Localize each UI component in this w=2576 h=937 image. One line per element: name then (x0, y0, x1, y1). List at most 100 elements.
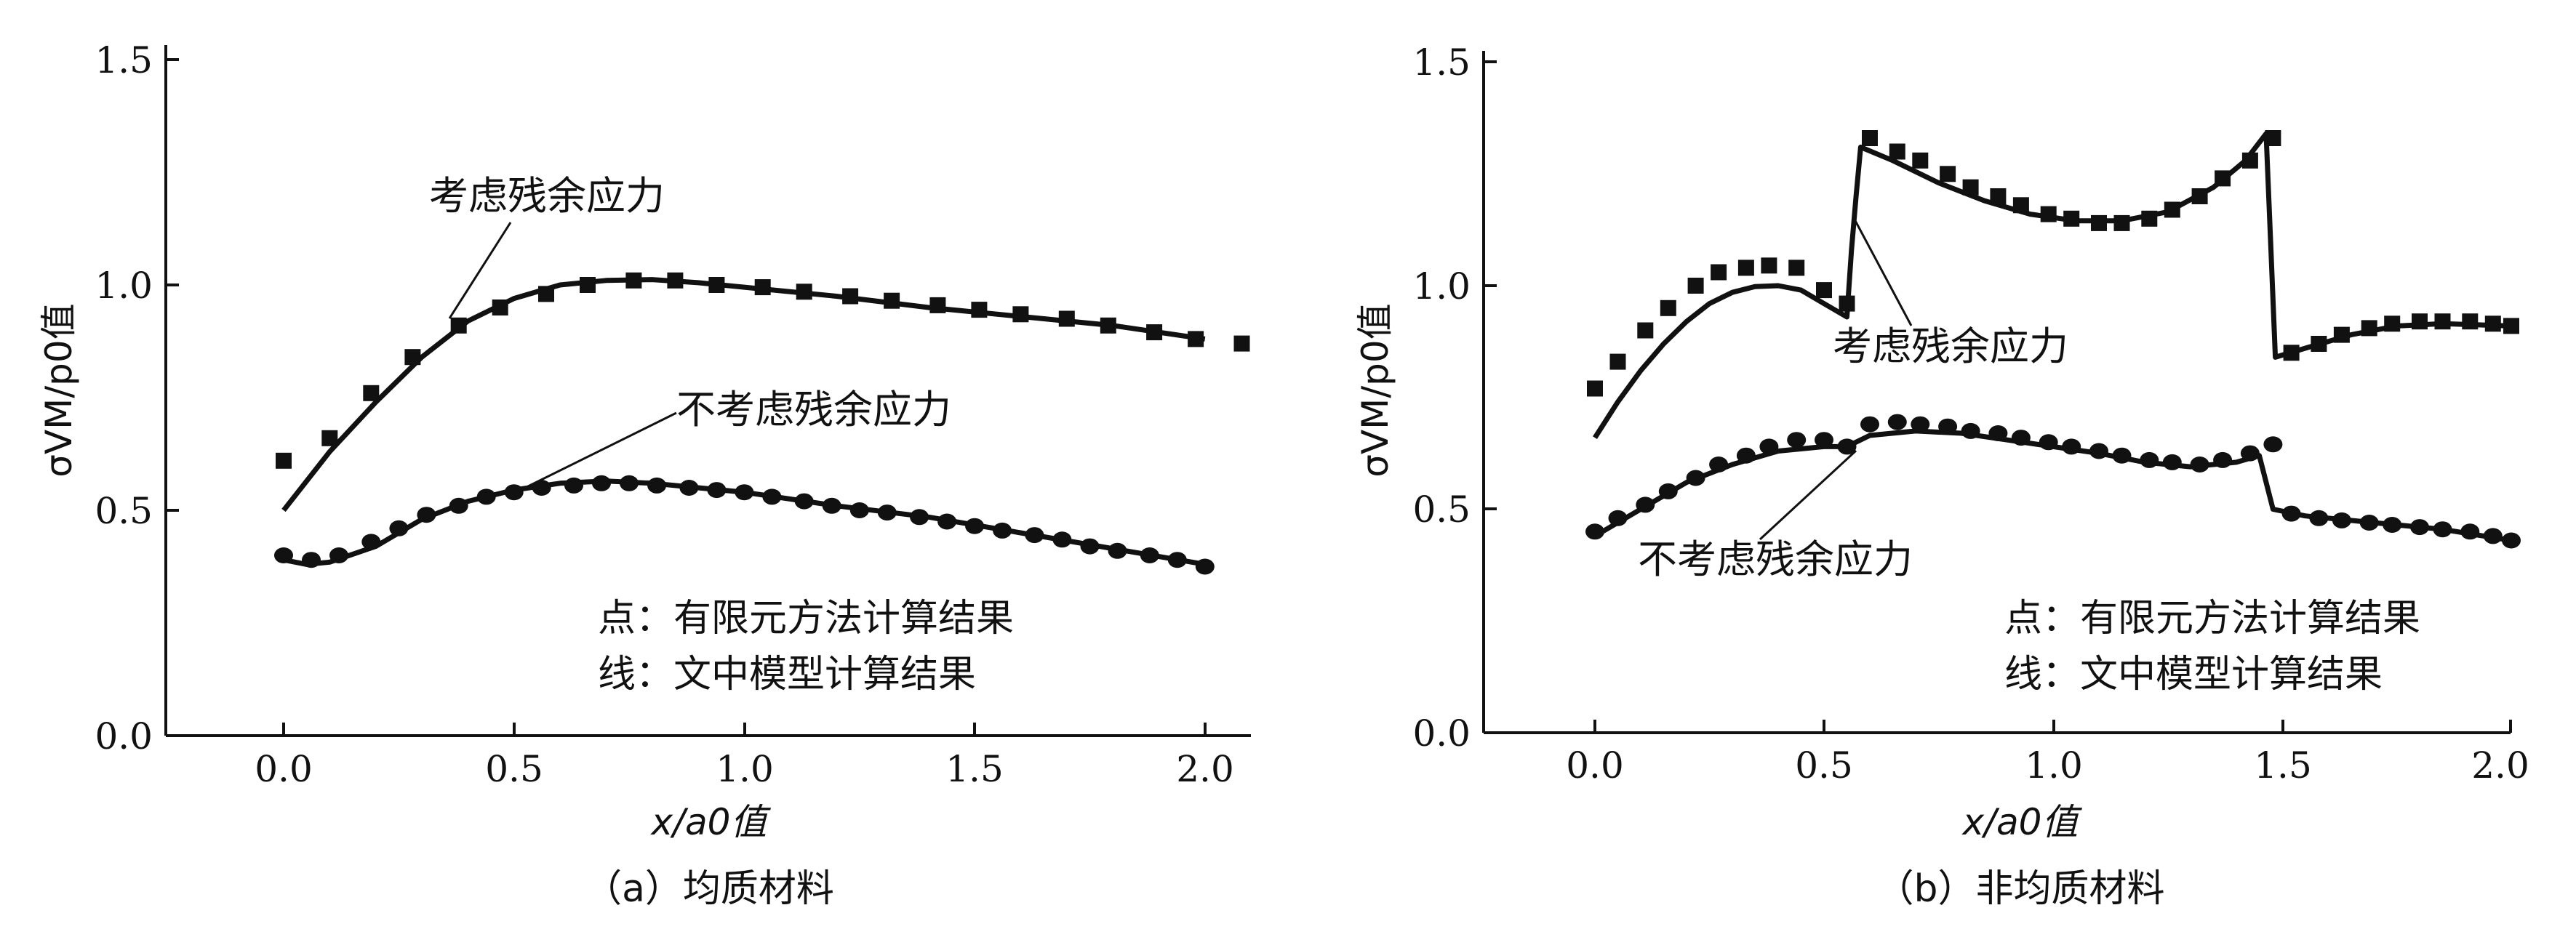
data-point-square (2484, 315, 2501, 332)
data-point-square (2241, 152, 2258, 169)
data-point-circle (2281, 505, 2301, 522)
annotation-leader (1759, 449, 1857, 541)
data-point-square (363, 385, 380, 401)
y-axis-title: σVM/p0值 (1354, 303, 1396, 477)
data-point-circle (592, 475, 611, 491)
data-point-circle (1759, 438, 1779, 455)
data-point-square (492, 299, 508, 315)
data-point-square (971, 302, 988, 318)
data-point-circle (1025, 527, 1044, 544)
data-point-square (1839, 295, 1855, 312)
y-tick-label: 1.0 (95, 265, 153, 307)
data-point-square (2141, 210, 2158, 227)
panel-b-data (1585, 130, 2521, 549)
x-tick-label: 1.0 (2025, 744, 2083, 787)
data-point-square (1233, 335, 1250, 352)
x-tick-label: 2.0 (1176, 748, 1234, 790)
data-point-circle (2502, 532, 2521, 549)
data-point-circle (937, 513, 957, 530)
data-point-square (754, 279, 771, 296)
data-point-circle (647, 477, 667, 494)
data-point-square (2361, 320, 2377, 337)
data-point-circle (965, 518, 985, 534)
data-point-circle (1736, 447, 1756, 464)
y-ticks (166, 58, 179, 737)
data-point-square (1188, 331, 1204, 347)
data-point-circle (1080, 538, 1100, 555)
data-point-circle (735, 484, 754, 501)
data-point-circle (274, 547, 293, 563)
data-point-circle (476, 488, 496, 505)
data-point-circle (822, 497, 841, 514)
series-line (1593, 131, 2512, 439)
data-point-circle (302, 552, 321, 568)
data-point-square (1687, 278, 1704, 294)
data-point-square (2191, 188, 2208, 204)
data-point-square (1862, 130, 1878, 146)
data-point-circle (2190, 457, 2209, 472)
y-tick-label: 1.5 (95, 39, 153, 81)
x-axis-title: x/a0值 (1961, 801, 2083, 843)
data-point-circle (707, 482, 727, 499)
data-point-circle (329, 547, 348, 563)
data-point-circle (1988, 425, 2008, 441)
x-tick-label: 0.0 (1566, 744, 1624, 787)
data-point-square (1889, 143, 1905, 160)
y-ticks (1484, 60, 1497, 734)
x-tick-label: 0.5 (1795, 744, 1853, 787)
data-point-square (1100, 317, 1116, 334)
data-point-square (2283, 345, 2300, 361)
y-tick-label: 0.0 (95, 715, 153, 757)
data-point-square (1912, 152, 1929, 169)
data-point-square (2311, 336, 2327, 352)
data-point-circle (1961, 422, 1980, 439)
data-point-square (2164, 201, 2180, 218)
data-point-square (1660, 299, 1676, 316)
data-point-circle (2240, 445, 2260, 462)
data-point-circle (2112, 447, 2132, 464)
data-point-circle (1585, 523, 1604, 540)
data-point-circle (1887, 414, 1907, 430)
data-point-circle (361, 534, 381, 550)
data-point-circle (1167, 552, 1187, 568)
data-point-circle (1608, 510, 1628, 526)
data-point-circle (2332, 512, 2351, 528)
data-point-square (1609, 353, 1626, 370)
data-point-square (2265, 130, 2281, 146)
data-point-circle (389, 520, 409, 536)
data-point-square (1940, 166, 1956, 182)
data-point-circle (762, 488, 782, 505)
data-point-circle (417, 507, 436, 523)
series-label: 不考虑残余应力 (676, 387, 951, 433)
x-tick-label: 2.0 (2471, 744, 2529, 787)
data-point-square (538, 286, 554, 302)
data-point-circle (2309, 510, 2329, 526)
data-point-square (708, 277, 725, 293)
x-ticks (1593, 720, 2512, 733)
data-point-square (1962, 179, 1979, 196)
data-point-square (2091, 214, 2107, 231)
panel-a-data (274, 272, 1250, 575)
x-tick-label: 0.0 (255, 748, 313, 790)
data-point-circle (1815, 432, 1833, 449)
data-point-square (667, 272, 684, 289)
y-axis-title: σVM/p0值 (38, 303, 80, 477)
data-point-square (2113, 214, 2130, 231)
data-point-circle (679, 480, 699, 496)
y-tick-label: 1.0 (1412, 265, 1471, 307)
data-point-square (1637, 322, 1654, 339)
data-point-square (321, 430, 338, 446)
data-point-circle (620, 475, 639, 491)
panel-caption: （a）均质材料 (584, 867, 834, 911)
data-point-circle (2011, 430, 2031, 446)
legend-text-points: 点：有限元方法计算结果 (2004, 597, 2420, 640)
x-tick-label: 1.5 (2254, 744, 2312, 787)
data-point-square (884, 292, 900, 309)
data-point-circle (1140, 547, 1159, 563)
data-point-circle (2039, 434, 2058, 451)
data-point-circle (449, 497, 468, 514)
data-point-circle (2460, 523, 2480, 540)
data-point-circle (1686, 470, 1705, 486)
data-point-square (1788, 260, 1805, 276)
data-point-circle (564, 477, 583, 494)
